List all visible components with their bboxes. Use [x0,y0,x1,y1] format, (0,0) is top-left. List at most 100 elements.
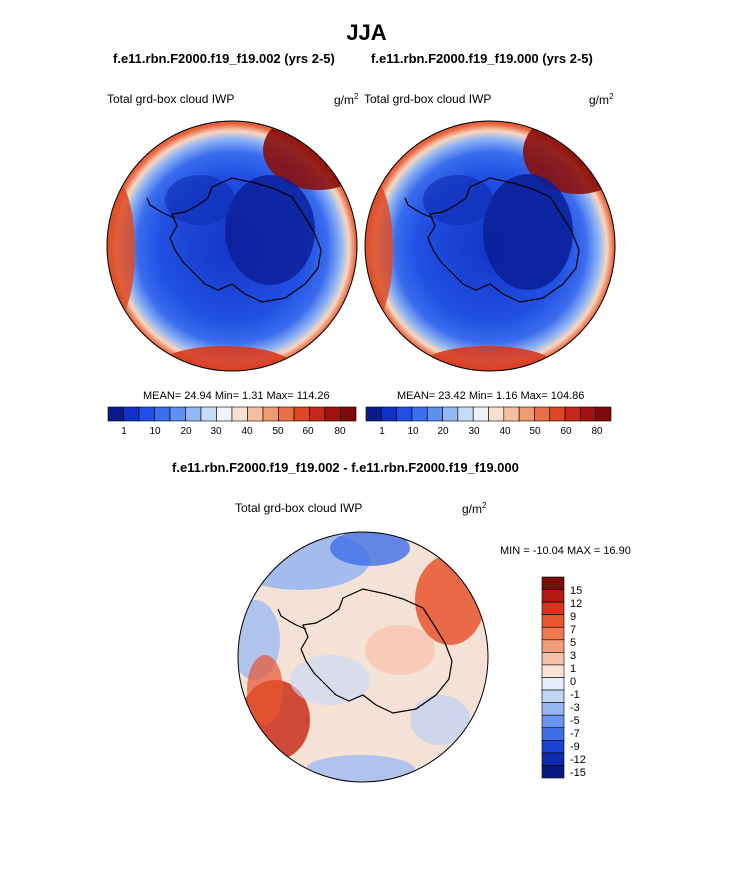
diff-antarctic-peninsula [277,608,307,630]
colorbar-tick: -5 [570,715,580,727]
colorbar-swatch [541,752,565,766]
right-unit-label: g/m2 [589,92,614,107]
colorbar-swatch [488,406,505,422]
colorbar-tick: 0 [570,676,577,688]
colorbar-tick: 80 [334,426,346,437]
colorbar-swatch [541,652,565,666]
colorbar-tick: -12 [570,754,586,766]
colorbar-swatch [216,406,233,422]
right-case-title: f.e11.rbn.F2000.f19_f19.000 (yrs 2-5) [371,51,593,66]
colorbar-tick: 7 [570,624,577,636]
diff-antarctica-coastline [300,588,453,714]
left-colorbar [107,406,357,422]
left-stats: MEAN= 24.94 Min= 1.31 Max= 114.26 [143,390,330,402]
colorbar-tick: 30 [468,426,480,437]
colorbar-tick: 9 [570,611,577,623]
right-map-border [364,120,616,372]
right-antarctica-coastline [427,177,580,303]
colorbar-swatch [411,406,428,422]
colorbar-tick: 3 [570,650,577,662]
colorbar-swatch [472,406,489,422]
colorbar-swatch [154,406,171,422]
colorbar-swatch [309,406,326,422]
colorbar-swatch [262,406,279,422]
colorbar-swatch [169,406,186,422]
colorbar-swatch [549,406,566,422]
colorbar-swatch [541,601,565,615]
diff-unit-label: g/m2 [462,501,487,516]
colorbar-tick: 60 [302,426,314,437]
colorbar-swatch [580,406,596,422]
season-title: JJA [346,20,387,45]
diff-stats: MIN = -10.04 MAX = 16.90 [500,545,631,557]
colorbar-swatch [541,589,565,603]
colorbar-tick: 50 [529,426,541,437]
colorbar-swatch [247,406,264,422]
colorbar-swatch [340,406,357,422]
right-antarctic-peninsula [404,197,434,219]
colorbar-tick: 12 [570,598,583,610]
colorbar-swatch [503,406,520,422]
colorbar-tick: 20 [180,426,192,437]
colorbar-swatch [541,727,565,741]
colorbar-swatch [541,714,565,729]
colorbar-swatch [541,702,565,716]
left-map-border [106,120,358,372]
colorbar-tick: 50 [272,426,284,437]
left-unit-label: g/m2 [334,92,359,107]
colorbar-tick: -1 [570,689,580,701]
colorbar-swatch [541,576,565,590]
colorbar-swatch [231,406,248,422]
colorbar-tick: -7 [570,728,580,740]
left-antarctica-coastline [169,177,322,303]
colorbar-tick: 1 [379,426,385,437]
right-stats: MEAN= 23.42 Min= 1.16 Max= 104.86 [397,390,585,402]
colorbar-swatch [293,406,310,422]
colorbar-swatch [457,406,474,422]
colorbar-swatch [138,406,155,422]
colorbar-swatch [541,614,565,628]
right-variable-label: Total grd-box cloud IWP [364,92,492,106]
colorbar-swatch [107,406,124,422]
colorbar-swatch [541,689,565,703]
colorbar-tick: 5 [570,637,577,649]
colorbar-swatch [396,406,413,422]
diff-variable-label: Total grd-box cloud IWP [235,501,363,515]
colorbar-swatch [185,406,202,422]
colorbar-tick: 15 [570,585,583,597]
left-antarctic-peninsula [146,197,176,219]
colorbar-swatch [426,406,443,422]
colorbar-swatch [123,406,140,422]
colorbar-tick: -15 [570,767,586,779]
colorbar-swatch [541,765,565,779]
colorbar-tick: 1 [121,426,127,437]
colorbar-tick: 10 [149,426,161,437]
right-map [365,121,615,371]
colorbar-tick: 60 [560,426,572,437]
colorbar-tick: 10 [407,426,419,437]
diff-title: f.e11.rbn.F2000.f19_f19.002 - f.e11.rbn.… [172,460,519,475]
colorbar-swatch [442,406,459,422]
colorbar-tick: 30 [210,426,222,437]
colorbar-swatch [541,664,565,678]
colorbar-swatch [324,406,341,422]
colorbar-swatch [541,639,565,653]
colorbar-swatch [200,406,217,422]
colorbar-tick: -3 [570,702,580,714]
colorbar-swatch [541,626,565,641]
left-case-title: f.e11.rbn.F2000.f19_f19.002 (yrs 2-5) [113,51,335,66]
colorbar-tick: -9 [570,741,580,753]
left-variable-label: Total grd-box cloud IWP [107,92,235,106]
colorbar-swatch [541,740,565,754]
colorbar-swatch [534,406,551,422]
left-map [107,121,357,371]
colorbar-tick: 80 [591,426,603,437]
colorbar-swatch [365,406,382,422]
colorbar-swatch [541,677,565,691]
colorbar-tick: 40 [499,426,511,437]
colorbar-tick: 1 [570,663,577,675]
colorbar-swatch [595,406,612,422]
colorbar-swatch [381,406,397,422]
right-colorbar [365,406,612,422]
